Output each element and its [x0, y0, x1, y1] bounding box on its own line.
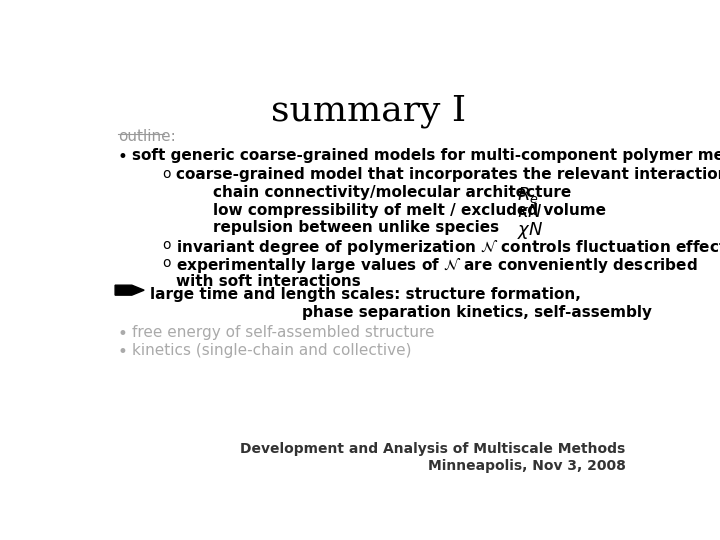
- Text: invariant degree of polymerization $\mathcal{N}$ controls fluctuation effects: invariant degree of polymerization $\mat…: [176, 238, 720, 257]
- Text: Development and Analysis of Multiscale Methods: Development and Analysis of Multiscale M…: [240, 442, 626, 456]
- Text: kinetics (single-chain and collective): kinetics (single-chain and collective): [132, 343, 411, 359]
- Text: $\chi N$: $\chi N$: [517, 220, 544, 241]
- Text: •: •: [118, 343, 127, 361]
- Text: free energy of self-assembled structure: free energy of self-assembled structure: [132, 325, 434, 340]
- Text: •: •: [118, 325, 127, 343]
- Text: •: •: [118, 148, 127, 166]
- Text: $R_e$: $R_e$: [517, 185, 539, 205]
- Text: experimentally large values of $\mathcal{N}$ are conveniently described: experimentally large values of $\mathcal…: [176, 256, 698, 275]
- Text: large time and length scales: structure formation,: large time and length scales: structure …: [150, 287, 580, 302]
- Text: summary I: summary I: [271, 94, 467, 128]
- Text: soft generic coarse-grained models for multi-component polymer melts: soft generic coarse-grained models for m…: [132, 148, 720, 163]
- Text: o: o: [163, 256, 171, 270]
- Text: coarse-grained model that incorporates the relevant interactions:: coarse-grained model that incorporates t…: [176, 167, 720, 181]
- Text: o: o: [163, 167, 171, 181]
- Text: outline:: outline:: [118, 129, 176, 144]
- Text: $\kappa N$: $\kappa N$: [517, 203, 542, 221]
- Text: phase separation kinetics, self-assembly: phase separation kinetics, self-assembly: [302, 305, 652, 320]
- Text: Minneapolis, Nov 3, 2008: Minneapolis, Nov 3, 2008: [428, 459, 626, 473]
- Text: low compressibility of melt / excluded volume: low compressibility of melt / excluded v…: [213, 203, 606, 218]
- FancyArrow shape: [115, 285, 144, 295]
- Text: chain connectivity/molecular architecture: chain connectivity/molecular architectur…: [213, 185, 571, 200]
- Text: with soft interactions: with soft interactions: [176, 274, 361, 288]
- Text: repulsion between unlike species: repulsion between unlike species: [213, 220, 499, 235]
- Text: o: o: [163, 238, 171, 252]
